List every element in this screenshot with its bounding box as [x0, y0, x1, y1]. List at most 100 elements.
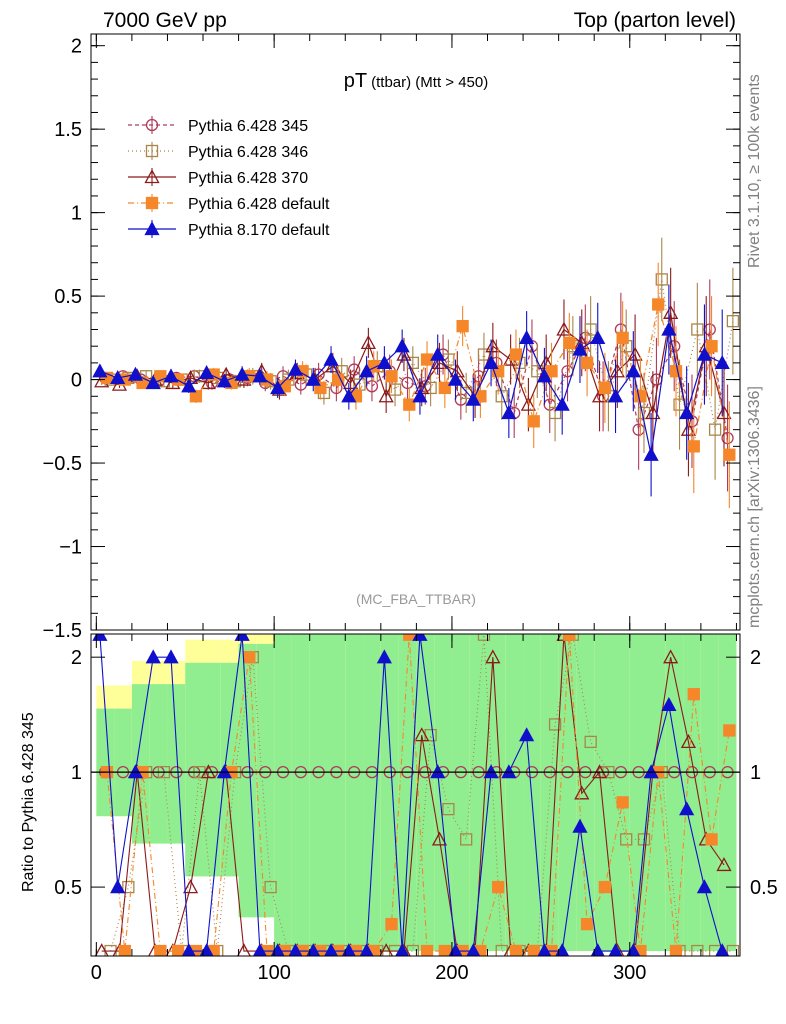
legend-marker: [144, 169, 160, 184]
ratio-band-green-bin: [291, 634, 310, 952]
data-point: [394, 338, 410, 353]
data-point: [607, 388, 624, 403]
ratio-line: [99, 634, 723, 952]
data-point: [460, 386, 473, 400]
ratio-y-tick-label: 2: [71, 647, 82, 669]
series-line: [106, 304, 730, 455]
ratio-band-green-bin: [380, 634, 399, 952]
plot-title: pT (ttbar) (Mtt > 450): [344, 70, 488, 92]
ratio-band-green-bin: [345, 634, 364, 952]
data-point: [216, 373, 232, 388]
ratio-band-green-bin: [274, 634, 292, 952]
data-point: [447, 371, 464, 386]
data-point: [726, 314, 740, 328]
data-point: [145, 375, 161, 390]
x-tick-label: 100: [257, 962, 290, 984]
data-point: [580, 356, 594, 370]
ratio-point: [680, 734, 697, 749]
ratio-point: [182, 879, 199, 894]
legend-entry: Pythia 6.428 346: [188, 144, 308, 161]
y-tick-label: 1.5: [54, 119, 82, 141]
ratio-point: [661, 697, 677, 712]
y-tick-label: 0.5: [54, 286, 82, 308]
ratio-point: [616, 796, 629, 809]
y-tick-label: −1: [59, 537, 82, 559]
data-point: [412, 388, 428, 403]
data-point: [554, 396, 570, 411]
data-point: [127, 366, 144, 381]
data-point: [616, 331, 629, 344]
header-left: 7000 GeV pp: [103, 9, 227, 32]
legend-entry: Pythia 6.428 370: [188, 170, 308, 187]
ratio-band-green-bin: [96, 708, 115, 817]
data-point: [679, 405, 695, 420]
data-point: [723, 448, 736, 461]
x-tick-label: 300: [613, 962, 646, 984]
data-point: [590, 329, 606, 344]
x-tick-label: 0: [91, 962, 102, 984]
data-point: [520, 396, 536, 411]
ratio-band-green-bin: [505, 634, 524, 952]
legend-entry: Pythia 8.170 default: [188, 222, 330, 239]
data-point: [163, 368, 179, 383]
data-point: [430, 346, 446, 361]
y-tick-label: −1.5: [43, 620, 82, 642]
data-point: [200, 375, 216, 390]
data-point: [485, 338, 501, 353]
ratio-y-tick-label-right: 2: [750, 647, 761, 669]
ratio-band-green-bin: [167, 684, 186, 844]
ratio-point: [663, 649, 679, 664]
data-point: [548, 406, 562, 420]
data-point: [509, 348, 523, 361]
legend: Pythia 6.428 345 Pythia 6.428 346 Pythia 6…: [128, 116, 330, 239]
ratio-point: [460, 833, 473, 846]
ratio-y-tick-label-right: 1: [750, 762, 761, 784]
main-series-layer: [92, 237, 740, 509]
ratio-point: [572, 818, 588, 833]
ratio-point: [691, 944, 704, 956]
data-point: [708, 423, 722, 436]
ratio-band-green-bin: [451, 634, 470, 952]
data-point: [483, 355, 499, 370]
data-point: [501, 405, 517, 420]
data-point: [198, 365, 215, 380]
data-point: [359, 363, 375, 378]
data-point: [270, 380, 286, 395]
series-line: [105, 329, 729, 439]
rivet-label: Rivet 3.1.10, ≥ 100k events: [746, 74, 763, 268]
data-point: [495, 390, 508, 403]
data-point: [721, 431, 734, 445]
ratio-band-green-bin: [540, 634, 559, 952]
data-point: [652, 298, 665, 311]
data-point: [360, 334, 376, 350]
data-point: [556, 321, 572, 336]
data-point: [598, 381, 612, 395]
ratio-band-green-bin: [611, 634, 630, 952]
data-point: [591, 388, 608, 403]
ratio-band-green-bin: [149, 684, 168, 844]
ratio-y-tick-label: 0.5: [54, 877, 82, 899]
ratio-band-green-bin: [469, 634, 488, 952]
data-point: [341, 388, 357, 403]
data-point: [100, 371, 114, 385]
data-point: [634, 390, 647, 403]
data-point: [252, 368, 268, 383]
data-point: [376, 355, 392, 370]
ratio-band-green-bin: [238, 643, 257, 918]
ratio-band-green-bin: [203, 662, 221, 877]
ratio-band-green-bin: [398, 634, 417, 952]
y-tick-label: 1: [71, 203, 82, 225]
ratio-bands: [96, 634, 737, 952]
ratio-point: [687, 688, 700, 701]
data-point: [716, 405, 732, 420]
data-point: [438, 381, 451, 395]
data-point: [406, 356, 419, 370]
ratio-point: [726, 944, 740, 956]
data-point: [714, 355, 730, 370]
ratio-band-green-bin: [256, 643, 275, 918]
data-point: [655, 273, 668, 286]
ratio-point: [264, 880, 277, 894]
legend-marker: [145, 196, 159, 210]
data-point: [456, 320, 469, 333]
data-point: [189, 390, 203, 403]
